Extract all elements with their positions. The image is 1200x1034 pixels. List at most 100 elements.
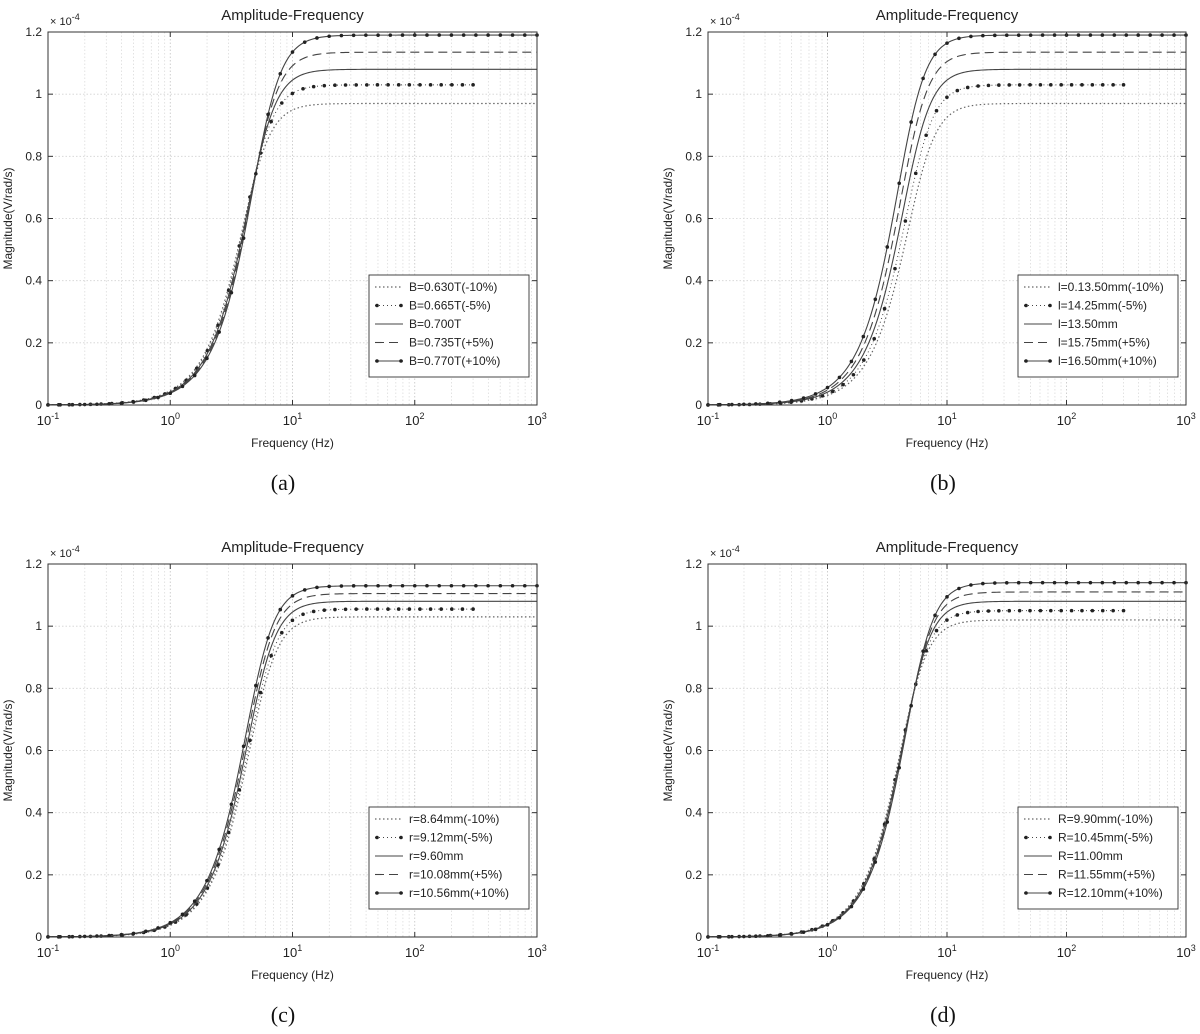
legend-marker — [375, 891, 379, 895]
y-tick-label: 0.2 — [685, 868, 702, 882]
series-marker — [1124, 33, 1129, 37]
legend-marker — [375, 303, 379, 308]
series-marker — [229, 290, 234, 295]
series-marker — [909, 120, 913, 124]
series-marker — [849, 359, 854, 364]
legend-marker — [1024, 891, 1028, 895]
series-marker — [471, 607, 475, 611]
series-marker — [1028, 608, 1032, 613]
series-marker — [278, 607, 283, 612]
series-marker — [965, 610, 970, 615]
legend-label: r=9.12mm(-5%) — [409, 831, 493, 845]
series-marker — [976, 609, 980, 614]
series-marker — [1040, 33, 1045, 37]
series-marker — [873, 297, 878, 302]
series-marker — [1028, 83, 1032, 87]
series-marker — [1049, 608, 1053, 613]
legend-box — [368, 274, 530, 378]
chart-title: Amplitude-Frequency — [221, 539, 364, 556]
legend-label: l=0.13.50mm(-10%) — [1058, 280, 1164, 294]
panel-caption-d: (d) — [930, 1002, 956, 1027]
series-marker — [365, 83, 369, 87]
series-marker — [841, 382, 845, 387]
series-marker — [813, 927, 818, 932]
legend-marker — [1048, 359, 1052, 363]
series-marker — [437, 583, 442, 588]
series-marker — [861, 334, 866, 339]
series-marker — [388, 33, 393, 37]
series-marker — [241, 744, 246, 749]
panel-caption-a: (a) — [270, 470, 296, 495]
x-tick-label: 100 — [818, 943, 837, 960]
series-marker — [801, 930, 806, 934]
series-marker — [407, 83, 412, 87]
series-marker — [460, 83, 465, 87]
y-tick-label: 0.8 — [25, 149, 42, 163]
series-marker — [107, 933, 111, 938]
series-marker — [412, 583, 417, 588]
series-marker — [1088, 580, 1093, 585]
series-marker — [217, 847, 221, 852]
series-marker — [396, 607, 401, 611]
legend-label: R=10.45mm(-5%) — [1058, 831, 1153, 845]
series-marker — [1100, 580, 1105, 585]
series-markers-5 — [46, 33, 539, 407]
series-marker — [315, 36, 319, 40]
series-marker — [955, 88, 960, 93]
series-marker — [1059, 608, 1063, 613]
legend-label: R=12.10mm(+10%) — [1058, 886, 1163, 900]
x-axis-label: Frequency (Hz) — [906, 436, 989, 450]
legend-marker — [1024, 835, 1028, 840]
legend-marker — [1024, 303, 1028, 308]
series-marker — [375, 607, 380, 611]
series-marker — [339, 584, 344, 588]
series-line-4 — [47, 51, 537, 406]
series-marker — [993, 581, 997, 585]
series-marker — [301, 86, 305, 91]
series-marker — [921, 649, 925, 653]
series-marker — [119, 401, 124, 405]
legend-box — [368, 806, 530, 910]
series-marker — [1017, 608, 1022, 613]
x-tick-label: 103 — [1176, 943, 1195, 960]
y-axis-label: Magnitude(V/rad/s) — [1, 167, 15, 269]
y-tick-label: 0.2 — [25, 868, 42, 882]
series-marker — [997, 83, 1001, 87]
series-marker — [486, 583, 490, 588]
series-marker — [872, 337, 877, 341]
legend-marker — [1048, 891, 1052, 895]
series-line-2 — [707, 610, 1124, 938]
series-marker — [1064, 580, 1069, 585]
series-marker — [1076, 33, 1081, 37]
series-marker — [279, 630, 284, 635]
y-tick-label: 1.2 — [685, 557, 702, 571]
x-tick-label: 101 — [283, 411, 302, 428]
series-marker — [82, 934, 87, 939]
x-tick-label: 10-1 — [37, 943, 59, 960]
legend: B=0.630T(-10%) B=0.665T(-5%) B=0.700T B=0.7… — [368, 274, 530, 378]
series-marker — [205, 356, 209, 361]
series-marker — [400, 33, 405, 37]
x-axis-label: Frequency (Hz) — [251, 436, 334, 450]
series-marker — [486, 33, 490, 37]
series-marker — [1038, 608, 1043, 613]
legend-marker — [399, 359, 403, 363]
series-marker — [1028, 580, 1033, 585]
series-marker — [327, 34, 331, 39]
series-marker — [885, 245, 890, 249]
x-axis-label: Frequency (Hz) — [906, 968, 989, 982]
y-axis-label: Magnitude(V/rad/s) — [1, 699, 15, 801]
x-axis-label: Frequency (Hz) — [251, 968, 334, 982]
y-tick-label: 0.8 — [25, 681, 42, 695]
legend-box — [1017, 274, 1179, 378]
series-marker — [1007, 608, 1012, 613]
series-marker — [254, 171, 258, 176]
y-tick-label: 1 — [35, 87, 42, 101]
y-tick-label: 0.6 — [685, 212, 702, 226]
series-marker — [119, 932, 124, 937]
series-marker — [339, 33, 344, 38]
series-marker — [830, 389, 835, 394]
series-marker — [364, 33, 368, 37]
series-marker — [981, 581, 985, 586]
y-tick-label: 0.8 — [685, 149, 702, 163]
